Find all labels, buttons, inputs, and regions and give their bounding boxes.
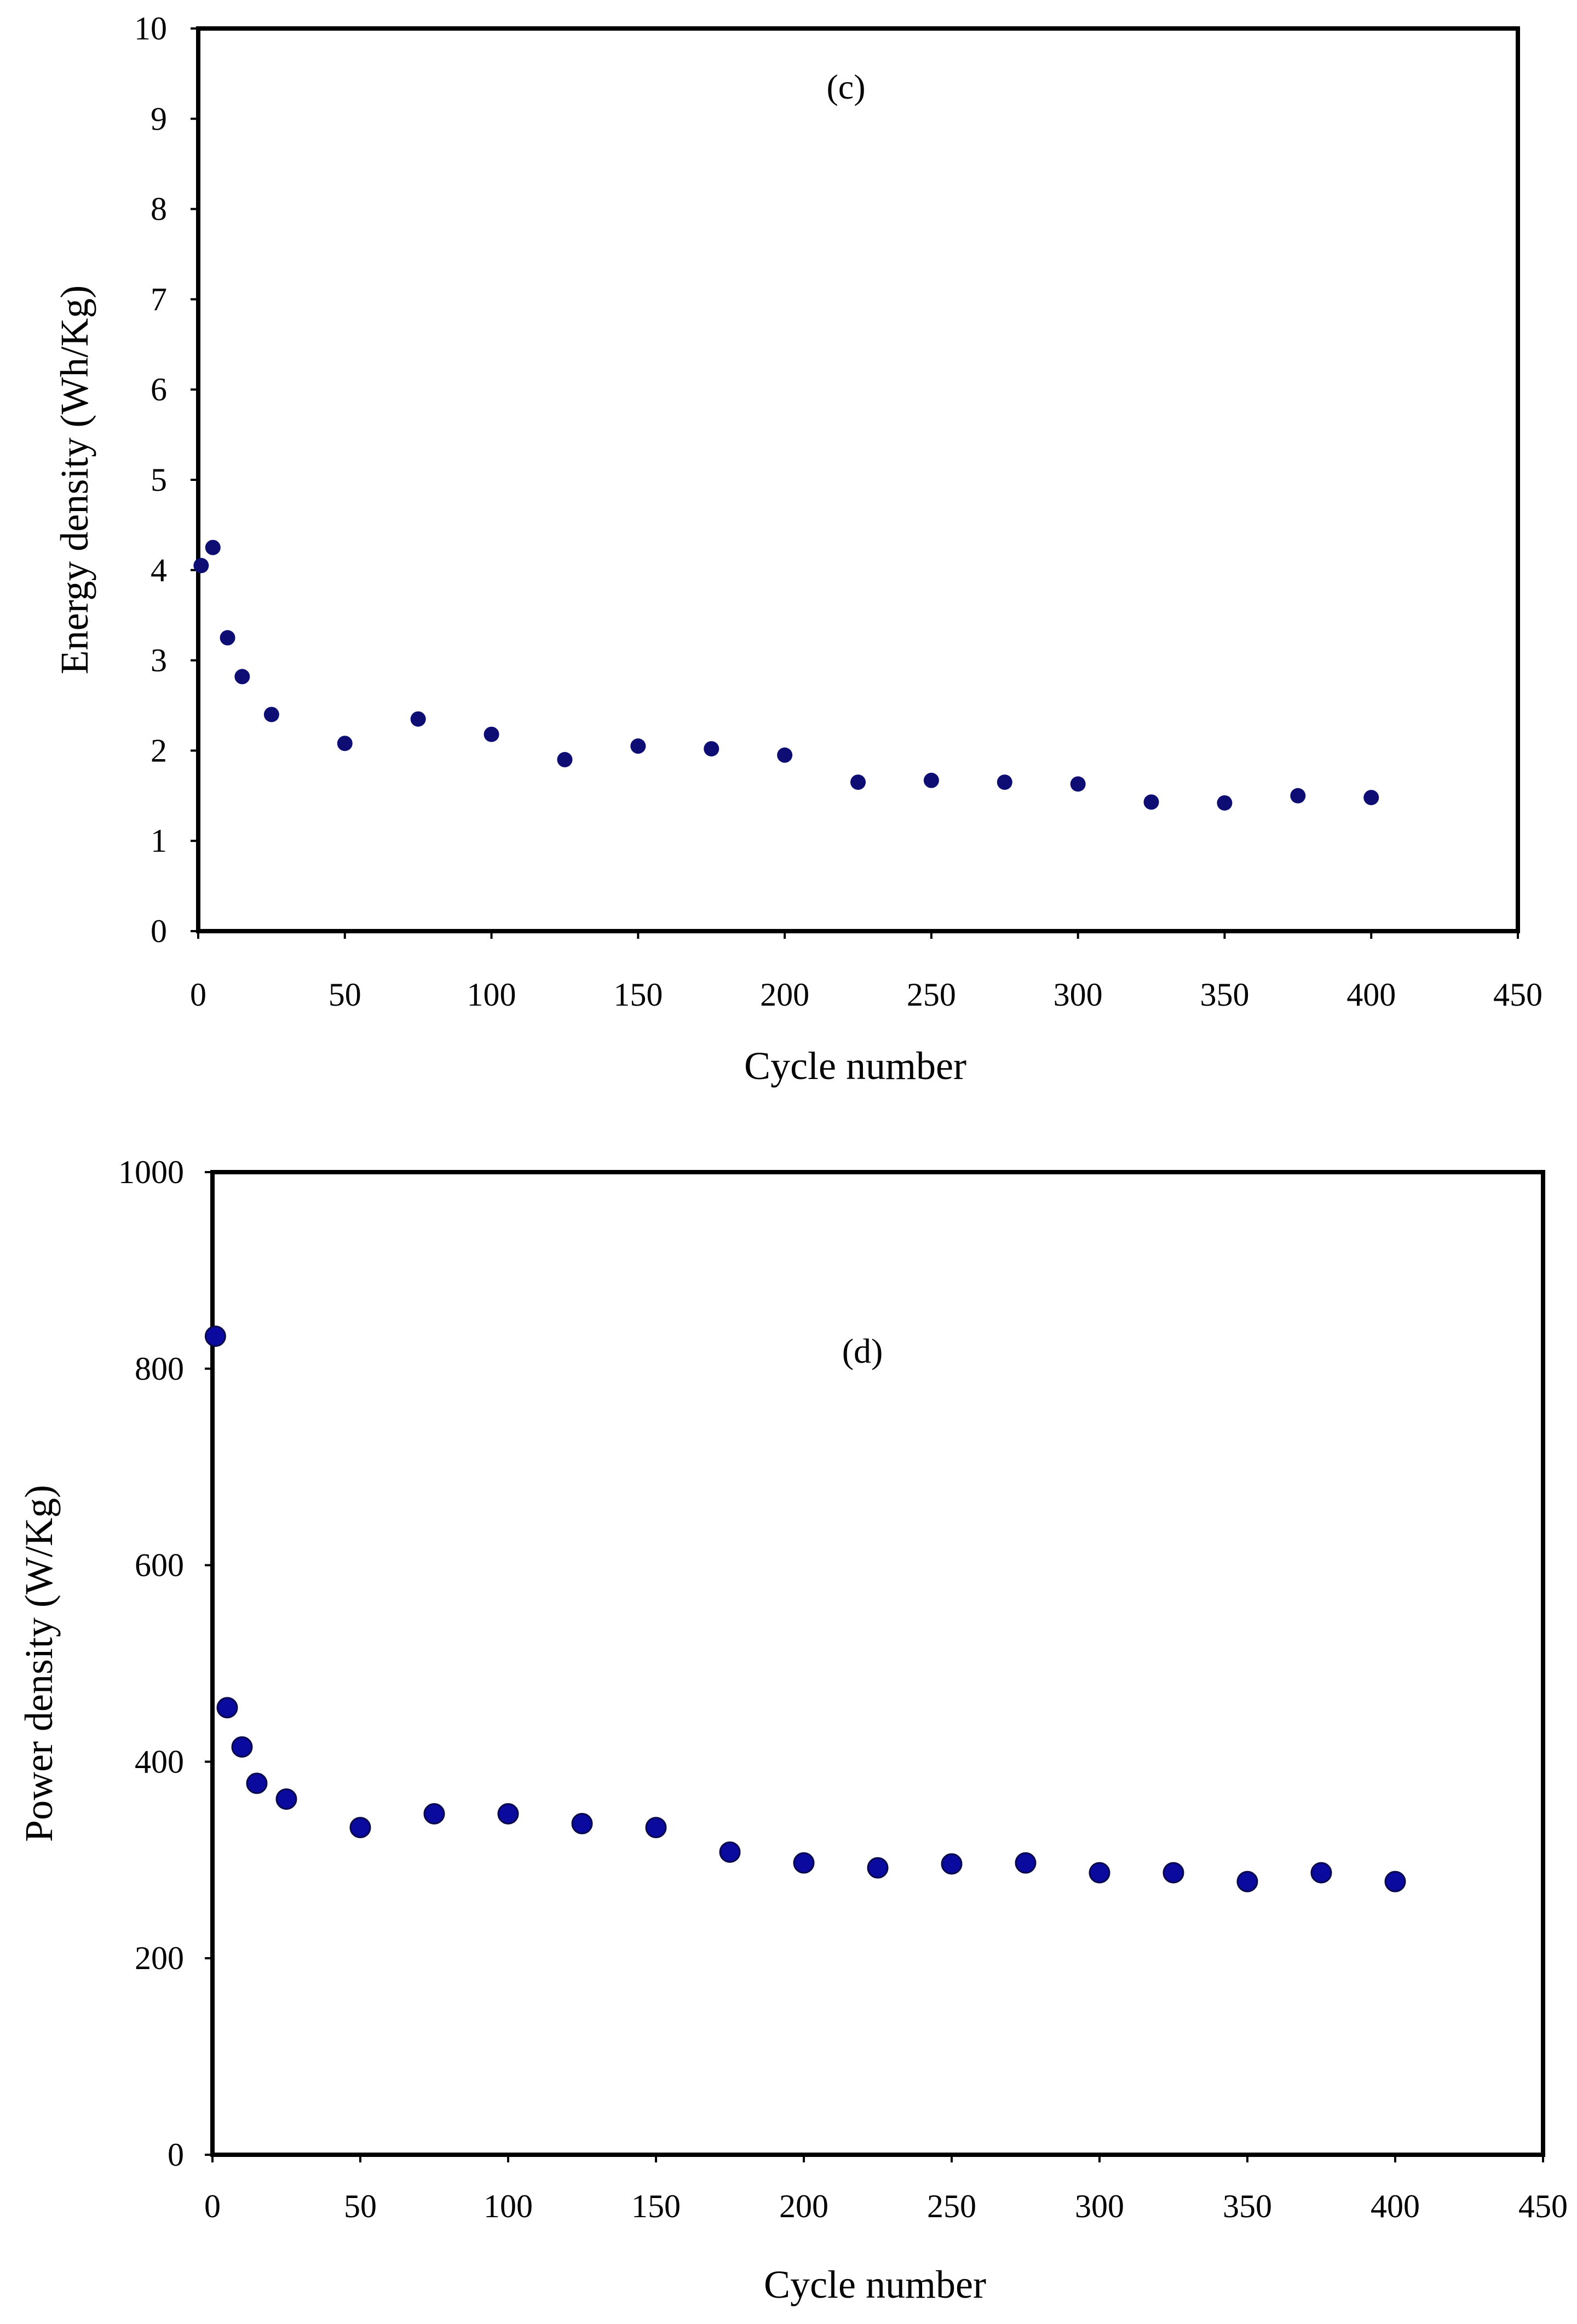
- y-tick-label: 600: [135, 1547, 184, 1583]
- plot-frame: [196, 26, 1520, 933]
- data-point: [1384, 1870, 1406, 1892]
- data-point: [704, 741, 720, 757]
- data-point: [1162, 1862, 1184, 1884]
- plot-frame: [210, 1170, 1545, 2157]
- x-tick-label: 200: [760, 977, 809, 1013]
- y-tick-label: 8: [151, 191, 167, 227]
- data-point: [497, 1803, 519, 1824]
- data-point: [349, 1817, 371, 1839]
- x-tick-label: 100: [484, 2188, 533, 2224]
- data-point: [850, 774, 866, 790]
- x-tick-label: 50: [344, 2188, 377, 2224]
- panel-label: (d): [842, 1332, 883, 1370]
- x-axis-label: Cycle number: [744, 1044, 966, 1088]
- x-tick-label: 0: [204, 2188, 221, 2224]
- data-point: [557, 751, 573, 767]
- x-tick-label: 400: [1371, 2188, 1420, 2224]
- data-point: [1363, 790, 1379, 806]
- data-point: [719, 1841, 741, 1863]
- y-axis-label: Power density (W/Kg): [17, 1485, 61, 1842]
- data-point: [216, 1697, 238, 1719]
- data-point: [263, 707, 279, 722]
- data-point: [1015, 1852, 1037, 1874]
- data-point: [941, 1853, 963, 1875]
- data-point: [231, 1736, 253, 1758]
- power-density-chart: 0 200 400 600 800 1000 0 50 100 150 200 250 300 350 40…: [17, 1154, 1568, 2306]
- data-point: [793, 1852, 815, 1874]
- data-point: [204, 1325, 226, 1347]
- data-point: [571, 1812, 593, 1834]
- y-tick-label: 400: [135, 1743, 184, 1780]
- data-point: [1236, 1870, 1258, 1892]
- data-point: [1290, 788, 1306, 804]
- y-tick-label: 2: [151, 732, 167, 768]
- y-tick-label: 4: [151, 552, 167, 588]
- data-point: [337, 736, 353, 751]
- data-point: [234, 669, 250, 685]
- x-tick-label: 150: [631, 2188, 681, 2224]
- y-tick-label: 200: [135, 1940, 184, 1976]
- x-tick-label: 450: [1518, 2188, 1568, 2224]
- x-axis-label: Cycle number: [764, 2263, 986, 2306]
- y-tick-label: 800: [135, 1351, 184, 1387]
- y-axis-label: Energy density (Wh/Kg): [53, 285, 96, 675]
- x-tick-label: 350: [1223, 2188, 1272, 2224]
- y-tick-label: 6: [151, 371, 167, 408]
- x-tick-label: 50: [329, 977, 361, 1013]
- data-point: [246, 1772, 268, 1794]
- y-tick-label: 9: [151, 101, 167, 137]
- data-point: [1089, 1862, 1110, 1884]
- y-tick-label: 10: [134, 10, 167, 47]
- data-point: [410, 711, 426, 727]
- data-point: [275, 1788, 297, 1810]
- y-tick-label: 3: [151, 642, 167, 679]
- x-tick-label: 0: [190, 977, 206, 1013]
- data-point: [205, 540, 221, 555]
- y-tick-label: 1: [151, 823, 167, 859]
- data-point: [423, 1803, 445, 1824]
- data-point: [484, 726, 499, 742]
- x-tick-label: 100: [467, 977, 516, 1013]
- y-tick-label: 1000: [118, 1154, 184, 1190]
- x-tick-label: 150: [613, 977, 663, 1013]
- data-point: [193, 558, 209, 573]
- data-point: [777, 747, 793, 763]
- x-tick-label: 250: [927, 2188, 976, 2224]
- x-tick-label: 200: [779, 2188, 828, 2224]
- y-tick-label: 7: [151, 281, 167, 317]
- data-point: [1217, 795, 1233, 811]
- data-point: [630, 738, 646, 754]
- data-point: [867, 1857, 889, 1879]
- data-point: [997, 774, 1012, 790]
- data-point: [645, 1817, 667, 1839]
- panel-label: (c): [826, 67, 865, 106]
- x-tick-label: 300: [1075, 2188, 1124, 2224]
- x-tick-label: 300: [1054, 977, 1103, 1013]
- data-point: [1143, 794, 1159, 810]
- x-tick-label: 400: [1346, 977, 1396, 1013]
- data-point: [1070, 776, 1086, 792]
- data-point: [1310, 1862, 1332, 1884]
- data-point: [923, 772, 939, 788]
- x-tick-label: 450: [1493, 977, 1543, 1013]
- y-tick-label: 0: [151, 913, 167, 949]
- y-tick-label: 5: [151, 462, 167, 498]
- x-tick-label: 350: [1200, 977, 1249, 1013]
- y-tick-label: 0: [168, 2137, 184, 2173]
- x-tick-label: 250: [907, 977, 956, 1013]
- data-point: [220, 630, 235, 646]
